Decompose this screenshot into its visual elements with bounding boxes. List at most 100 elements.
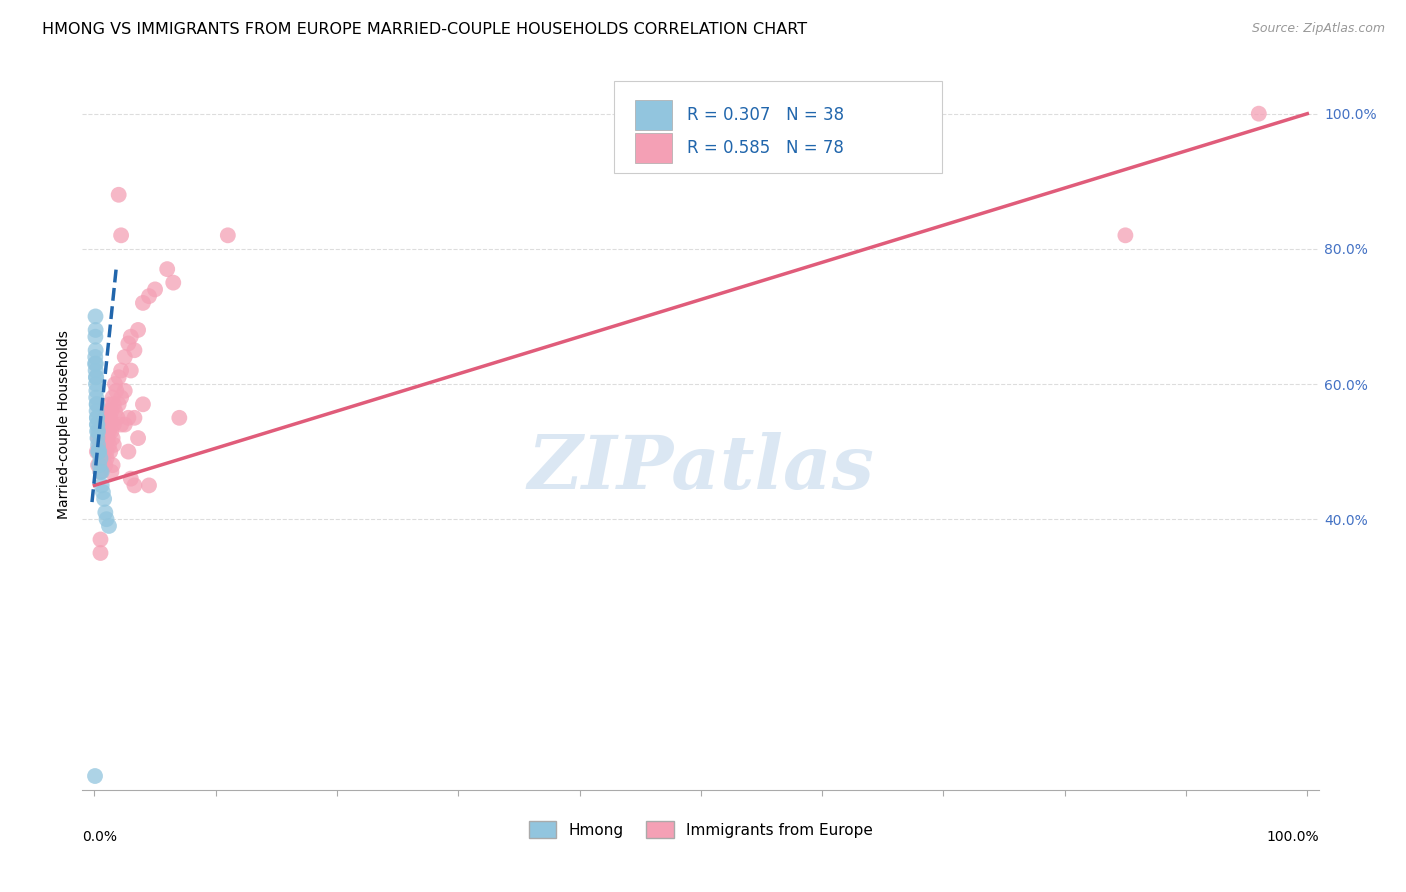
Point: [89, 425, 111, 439]
Point: [96, 417, 118, 432]
Point: [84, 350, 107, 364]
Point: [120, 363, 142, 377]
Text: 0.0%: 0.0%: [83, 830, 117, 844]
FancyBboxPatch shape: [614, 81, 942, 173]
Point: [103, 417, 125, 432]
Point: [127, 431, 149, 445]
Point: [124, 478, 146, 492]
Point: [94, 425, 117, 439]
Point: [90, 465, 112, 479]
Point: [97, 410, 120, 425]
Point: [89, 465, 111, 479]
Point: [103, 397, 125, 411]
Point: [89, 546, 111, 560]
Point: [87, 444, 110, 458]
Point: [90, 417, 112, 432]
Point: [114, 384, 136, 398]
Point: [91, 438, 114, 452]
Point: [93, 410, 115, 425]
Point: [110, 417, 132, 432]
Point: [86, 425, 108, 439]
Point: [90, 458, 112, 472]
Point: [89, 444, 111, 458]
Point: [94, 438, 117, 452]
Text: HMONG VS IMMIGRANTS FROM EUROPE MARRIED-COUPLE HOUSEHOLDS CORRELATION CHART: HMONG VS IMMIGRANTS FROM EUROPE MARRIED-…: [42, 22, 807, 37]
Point: [96, 444, 118, 458]
Point: [84, 391, 107, 405]
Point: [98, 444, 121, 458]
Text: Source: ZipAtlas.com: Source: ZipAtlas.com: [1251, 22, 1385, 36]
Point: [84, 769, 107, 783]
Point: [93, 431, 115, 445]
Point: [89, 451, 111, 466]
Point: [84, 357, 107, 371]
Point: [100, 465, 122, 479]
Point: [84, 357, 107, 371]
Point: [86, 410, 108, 425]
Point: [90, 478, 112, 492]
Legend: Hmong, Immigrants from Europe: Hmong, Immigrants from Europe: [523, 815, 879, 844]
Point: [86, 410, 108, 425]
Point: [101, 458, 124, 472]
Point: [87, 425, 110, 439]
Point: [84, 370, 107, 384]
Point: [104, 404, 127, 418]
Point: [143, 282, 166, 296]
Point: [110, 228, 132, 243]
Point: [1114, 228, 1136, 243]
Point: [117, 444, 139, 458]
Point: [89, 465, 111, 479]
Point: [89, 438, 111, 452]
Point: [138, 478, 160, 492]
Point: [156, 262, 179, 277]
Point: [114, 417, 136, 432]
Point: [100, 425, 122, 439]
Point: [107, 370, 129, 384]
Point: [97, 431, 120, 445]
Point: [87, 438, 110, 452]
Point: [1247, 106, 1270, 120]
Point: [86, 397, 108, 411]
Point: [138, 289, 160, 303]
Point: [132, 296, 155, 310]
Point: [84, 310, 107, 324]
Point: [98, 397, 121, 411]
Point: [89, 431, 111, 445]
Point: [86, 417, 108, 432]
Point: [98, 417, 121, 432]
Point: [169, 410, 191, 425]
Point: [120, 472, 142, 486]
Point: [87, 444, 110, 458]
Point: [120, 329, 142, 343]
Point: [97, 404, 120, 418]
Point: [86, 384, 108, 398]
Point: [103, 438, 125, 452]
Point: [104, 377, 127, 392]
Point: [84, 363, 107, 377]
Point: [86, 397, 108, 411]
Point: [98, 425, 121, 439]
Point: [84, 370, 107, 384]
Text: ZIPatlas: ZIPatlas: [527, 432, 875, 505]
Point: [107, 397, 129, 411]
Point: [91, 425, 114, 439]
Point: [107, 410, 129, 425]
Point: [90, 444, 112, 458]
Point: [100, 404, 122, 418]
Point: [98, 438, 121, 452]
Point: [93, 444, 115, 458]
Point: [217, 228, 239, 243]
Point: [117, 336, 139, 351]
Point: [101, 391, 124, 405]
Point: [117, 410, 139, 425]
Point: [127, 323, 149, 337]
Point: [87, 431, 110, 445]
Point: [84, 377, 107, 392]
Point: [91, 451, 114, 466]
Text: R = 0.585   N = 78: R = 0.585 N = 78: [688, 139, 844, 157]
Point: [132, 397, 155, 411]
Point: [162, 276, 184, 290]
Point: [94, 458, 117, 472]
Point: [114, 350, 136, 364]
Bar: [636, 133, 672, 163]
